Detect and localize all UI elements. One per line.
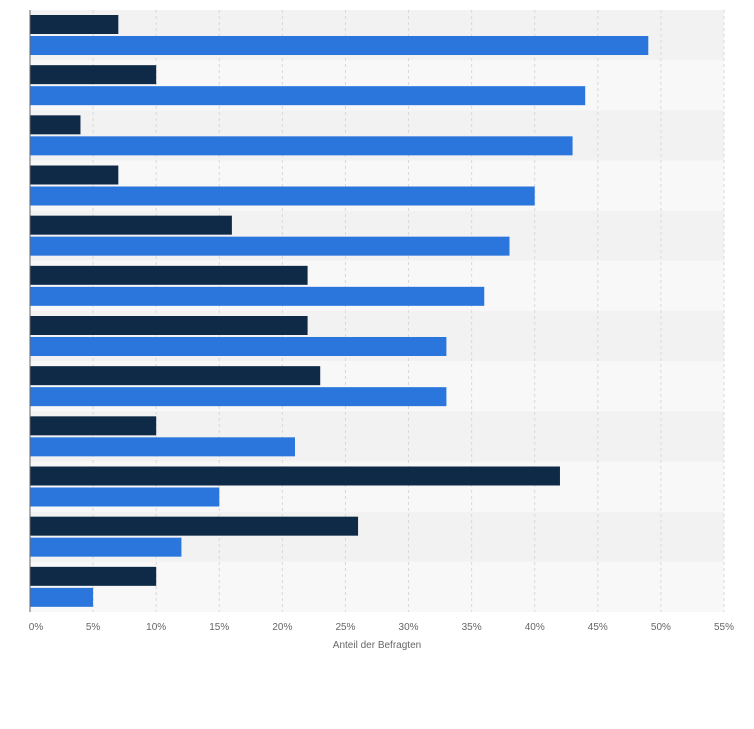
grid-lines bbox=[92, 10, 725, 612]
bar-series-1 bbox=[30, 366, 321, 386]
bar-series-2 bbox=[30, 186, 535, 206]
x-tick-label: 5% bbox=[86, 622, 101, 633]
x-tick-label: 45% bbox=[588, 622, 608, 633]
bars bbox=[30, 15, 649, 607]
x-tick-label: 20% bbox=[272, 622, 292, 633]
x-tick-label: 10% bbox=[146, 622, 166, 633]
bar-series-2 bbox=[30, 537, 182, 557]
x-tick-label: 15% bbox=[209, 622, 229, 633]
bar-series-2 bbox=[30, 437, 295, 457]
bar-series-1 bbox=[30, 215, 232, 235]
bar-series-1 bbox=[30, 165, 119, 185]
bar-series-2 bbox=[30, 36, 649, 55]
bar-series-2 bbox=[30, 86, 586, 106]
x-tick-label: 25% bbox=[335, 622, 355, 633]
bar-series-1 bbox=[30, 316, 308, 335]
x-tick-label: 0% bbox=[29, 622, 44, 633]
bar-series-2 bbox=[30, 387, 447, 407]
bar-series-2 bbox=[30, 136, 573, 156]
bar-series-2 bbox=[30, 487, 220, 507]
bar-series-1 bbox=[30, 416, 157, 436]
bar-series-2 bbox=[30, 236, 510, 256]
x-tick-label: 50% bbox=[651, 622, 671, 633]
bar-series-2 bbox=[30, 286, 485, 306]
bar-series-1 bbox=[30, 466, 560, 486]
x-tick-label: 35% bbox=[462, 622, 482, 633]
x-tick-label: 30% bbox=[399, 622, 419, 633]
bar-series-1 bbox=[30, 15, 119, 34]
x-tick-label: 55% bbox=[714, 622, 734, 633]
bar-series-1 bbox=[30, 265, 308, 285]
bar-series-1 bbox=[30, 115, 81, 135]
bar-series-1 bbox=[30, 566, 157, 586]
bar-series-2 bbox=[30, 587, 94, 607]
x-axis-title: Anteil der Befragten bbox=[333, 640, 421, 651]
bar-series-2 bbox=[30, 337, 447, 356]
bar-series-1 bbox=[30, 65, 157, 85]
bar-series-1 bbox=[30, 516, 359, 536]
x-tick-label: 40% bbox=[525, 622, 545, 633]
x-axis-ticks: 0% 5% 10% 15% 20% 25% 30% 35% 40% 45% 50% 55% bbox=[29, 622, 734, 633]
